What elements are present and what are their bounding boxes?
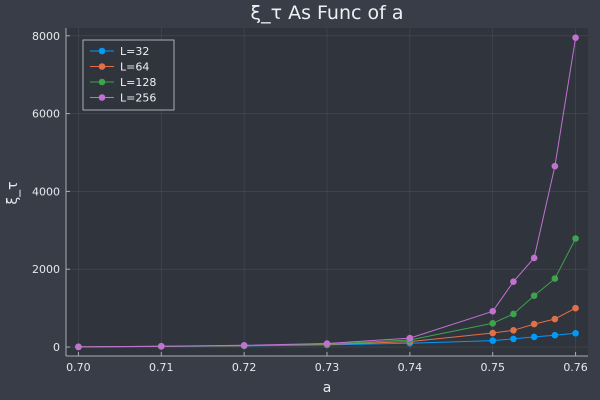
data-point	[530, 333, 538, 341]
data-point	[510, 278, 517, 285]
x-tick-label: 0.71	[149, 361, 174, 374]
legend-swatch-marker	[98, 47, 106, 55]
legend-box	[82, 39, 175, 111]
x-axis-label: a	[323, 380, 332, 396]
x-tick-label: 0.73	[315, 361, 340, 374]
x-tick-label: 0.74	[398, 361, 423, 374]
x-tick-label: 0.72	[232, 361, 257, 374]
data-point	[551, 275, 559, 282]
y-axis-ticks: 0 2000 4000 6000 8000	[32, 30, 70, 354]
legend-item: L=32	[90, 45, 149, 58]
y-tick-label: 6000	[32, 108, 60, 121]
legend-swatch-marker	[98, 63, 106, 70]
data-point	[572, 304, 579, 312]
legend-label: L=64	[120, 61, 149, 74]
legend-item: L=64	[90, 61, 149, 74]
series-line	[78, 37, 577, 348]
data-point	[489, 320, 497, 327]
y-axis-label: ξ_τ	[5, 181, 21, 204]
data-point	[551, 331, 559, 339]
data-point	[489, 337, 497, 344]
legend-label: L=256	[120, 92, 156, 105]
x-tick-label: 0.75	[480, 361, 505, 374]
x-axis-ticks: 0.70 0.71 0.72 0.73 0.74 0.75 0.76	[66, 352, 588, 374]
data-point	[406, 334, 414, 342]
legend-swatch-marker	[98, 78, 106, 86]
data-point	[572, 34, 579, 42]
y-tick-label: 0	[53, 341, 60, 354]
data-point	[530, 292, 538, 299]
data-point	[510, 310, 517, 318]
chart-title: ξ_τ As Func of a	[251, 2, 404, 24]
y-tick-label: 8000	[32, 30, 60, 43]
legend-item: L=128	[90, 76, 156, 89]
data-point	[551, 162, 559, 170]
legend-item: L=256	[90, 92, 156, 105]
data-point	[489, 307, 497, 315]
data-point	[510, 327, 517, 334]
data-point	[157, 342, 165, 350]
legend-swatch-marker	[98, 94, 106, 101]
legend-label: L=128	[120, 76, 156, 89]
legend: L=32 L=64 L=128 L=256	[82, 39, 175, 111]
x-tick-label: 0.76	[563, 361, 588, 374]
data-point	[240, 342, 248, 349]
data-point	[530, 254, 538, 262]
y-tick-label: 4000	[32, 185, 60, 198]
data-point	[510, 335, 517, 343]
data-point	[323, 340, 331, 347]
data-point	[530, 320, 538, 328]
series-group	[75, 34, 579, 351]
data-point	[75, 343, 82, 351]
data-point	[489, 329, 497, 337]
x-tick-label: 0.70	[66, 361, 91, 374]
series-L=256	[75, 34, 579, 351]
y-tick-label: 2000	[32, 263, 60, 276]
legend-label: L=32	[120, 45, 149, 58]
data-point	[572, 329, 579, 337]
data-point	[572, 235, 579, 242]
data-point	[551, 315, 559, 323]
